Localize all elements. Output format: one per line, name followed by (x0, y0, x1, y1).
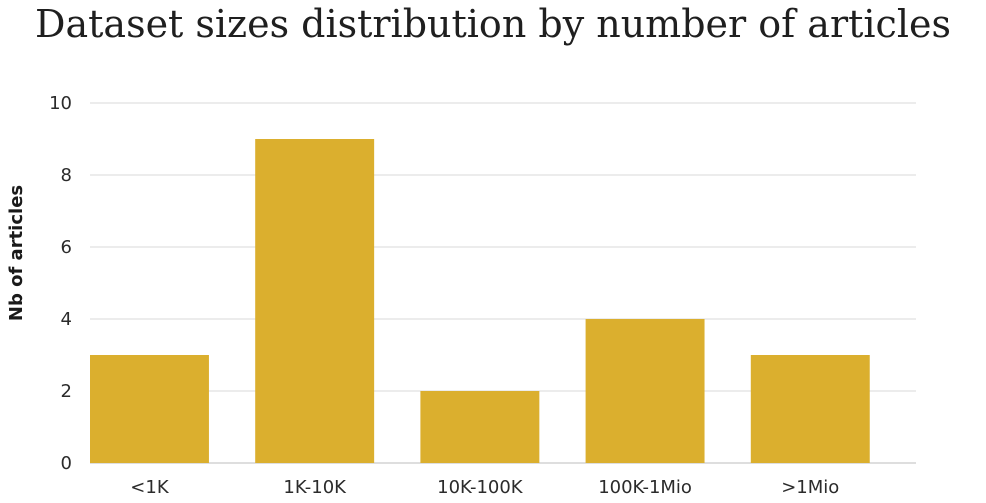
bar (90, 355, 209, 463)
bar (420, 391, 540, 463)
x-tick-label: <1K (130, 477, 170, 498)
x-tick-label: 100K-1Mio (598, 477, 692, 498)
y-tick-label: 2 (61, 381, 72, 402)
y-tick-label: 4 (61, 309, 72, 330)
bars (90, 139, 870, 463)
axes: 0 2 4 6 8 10 <1K 1K-10K 10K-100K 100K-1Mio >1Mio (49, 93, 839, 498)
bar (750, 355, 870, 463)
x-tick-label: 10K-100K (437, 477, 524, 498)
x-tick-label: 1K-10K (283, 477, 347, 498)
x-tick-label: >1Mio (781, 477, 839, 498)
y-tick-label: 10 (49, 93, 72, 114)
bar (255, 139, 375, 463)
y-tick-label: 8 (61, 165, 72, 186)
y-axis-title: Nb of articles (6, 185, 27, 321)
chart-title: Dataset sizes distribution by number of … (35, 2, 951, 46)
y-tick-label: 0 (61, 453, 72, 474)
bar (585, 319, 705, 463)
y-tick-label: 6 (61, 237, 72, 258)
